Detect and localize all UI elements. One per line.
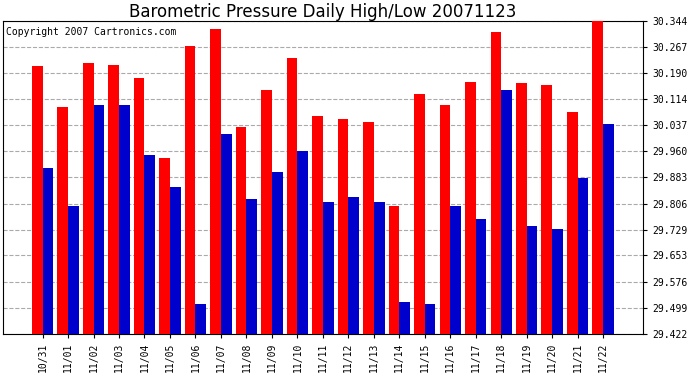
- Title: Barometric Pressure Daily High/Low 20071123: Barometric Pressure Daily High/Low 20071…: [129, 3, 517, 21]
- Bar: [312, 116, 323, 334]
- Bar: [272, 172, 283, 334]
- Bar: [388, 206, 400, 334]
- Bar: [144, 154, 155, 334]
- Bar: [221, 134, 232, 334]
- Bar: [170, 187, 181, 334]
- Bar: [465, 82, 475, 334]
- Bar: [491, 33, 501, 334]
- Bar: [246, 199, 257, 334]
- Bar: [108, 65, 119, 334]
- Bar: [440, 105, 451, 334]
- Bar: [363, 122, 374, 334]
- Bar: [475, 219, 486, 334]
- Bar: [210, 29, 221, 334]
- Bar: [286, 58, 297, 334]
- Bar: [348, 197, 359, 334]
- Bar: [159, 158, 170, 334]
- Bar: [323, 202, 333, 334]
- Bar: [567, 112, 578, 334]
- Text: Copyright 2007 Cartronics.com: Copyright 2007 Cartronics.com: [6, 27, 177, 37]
- Bar: [400, 302, 410, 334]
- Bar: [94, 105, 104, 334]
- Bar: [236, 128, 246, 334]
- Bar: [578, 178, 589, 334]
- Bar: [414, 94, 425, 334]
- Bar: [451, 206, 461, 334]
- Bar: [501, 90, 512, 334]
- Bar: [374, 202, 384, 334]
- Bar: [195, 304, 206, 334]
- Bar: [119, 105, 130, 334]
- Bar: [526, 226, 538, 334]
- Bar: [542, 85, 552, 334]
- Bar: [83, 63, 94, 334]
- Bar: [425, 304, 435, 334]
- Bar: [297, 151, 308, 334]
- Bar: [43, 168, 53, 334]
- Bar: [262, 90, 272, 334]
- Bar: [185, 46, 195, 334]
- Bar: [516, 83, 526, 334]
- Bar: [552, 229, 563, 334]
- Bar: [57, 107, 68, 334]
- Bar: [603, 124, 614, 334]
- Bar: [593, 21, 603, 334]
- Bar: [68, 206, 79, 334]
- Bar: [337, 119, 348, 334]
- Bar: [134, 78, 144, 334]
- Bar: [32, 66, 43, 334]
